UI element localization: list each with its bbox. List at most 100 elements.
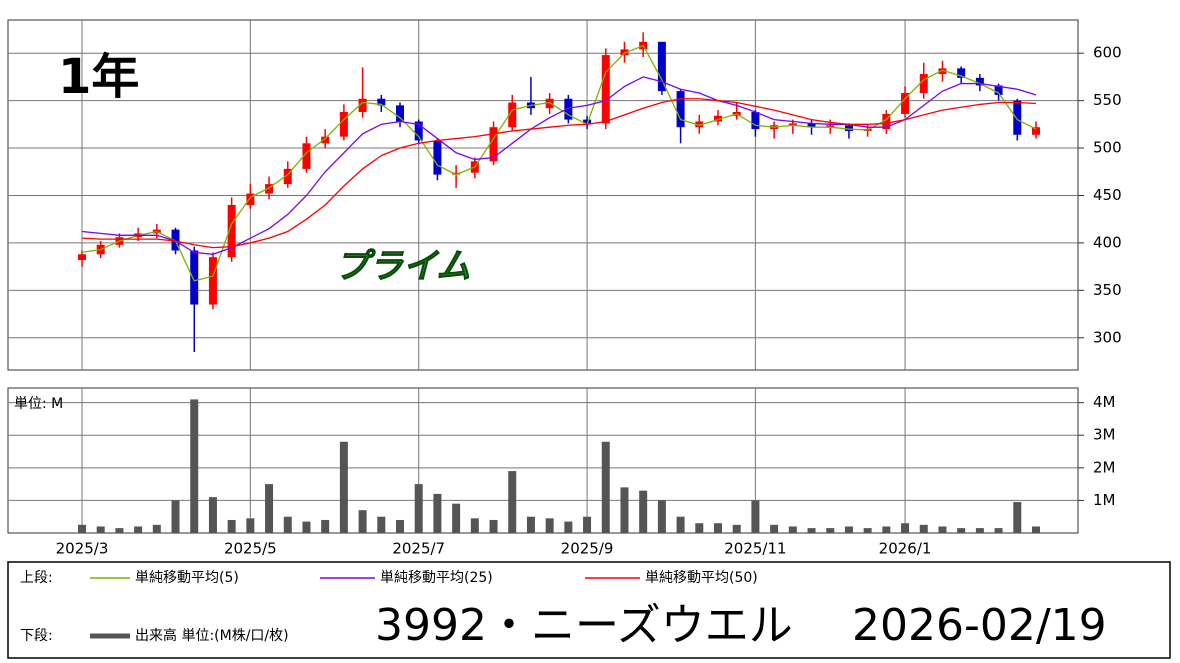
volume-bar [807,528,816,533]
y-tick-label: 500 [1093,139,1122,157]
volume-bar [676,516,685,533]
candle-body [78,254,86,260]
candle-body [508,102,517,128]
volume-bar [321,519,330,533]
candle-body [938,68,947,75]
candle-body [339,112,348,137]
legend-label: 単純移動平均(25) [380,570,493,586]
volume-bar [639,490,648,533]
moving-average-line [81,98,1037,249]
volume-bar [433,493,442,533]
volume-bar [96,526,105,533]
candle-body [545,98,554,109]
candle-body [695,121,704,128]
volume-bar [751,500,760,533]
candle-body [171,229,180,251]
y-tick-label: 1M [1093,491,1116,509]
volume-bar [208,497,217,533]
candle-body [601,55,610,124]
volume-bar [508,471,517,533]
volume-bar [901,523,910,533]
volume-panel [7,387,1079,534]
y-tick-label: 4M [1093,393,1116,411]
candle-body [190,250,199,305]
volume-bar [283,516,292,533]
volume-bar [1032,526,1040,533]
x-tick-label: 2025/9 [561,540,614,558]
candle-body [826,125,835,128]
volume-bar [770,524,779,533]
candle-body [620,49,629,56]
volume-bar [714,523,722,533]
period-label: 1年 [58,49,139,105]
y-tick-label: 600 [1093,44,1122,62]
moving-average-line [81,76,1037,255]
volume-bar [545,518,554,533]
volume-bar [489,519,498,533]
candle-body [377,98,386,106]
volume-bar [190,399,199,533]
volume-bar [302,521,311,533]
volume-bar [695,523,704,533]
volume-bar [414,484,423,533]
volume-bar [115,528,124,533]
candle-body [807,123,816,128]
candle-body [882,113,891,130]
x-tick-label: 2025/7 [392,540,445,558]
candle-body [208,257,217,305]
y-tick-label: 3M [1093,426,1116,444]
candle-body [657,41,666,92]
volume-bar [788,526,797,533]
legend-label: 単純移動平均(5) [135,570,239,586]
candle-body [246,193,255,205]
x-tick-label: 2025/3 [56,540,109,558]
candle-body [1013,100,1022,135]
y-tick-label: 2M [1093,458,1116,476]
volume-bar [564,521,573,533]
candle-body [919,74,928,94]
y-tick-label: 550 [1093,91,1122,109]
volume-bar [470,518,479,533]
volume-bar [957,528,966,533]
volume-bar [246,518,255,533]
candle-body [396,105,404,122]
candle-body [283,168,292,185]
candle-body [583,119,592,124]
legend-lower-label: 下段: [20,628,53,644]
candle-body [901,93,910,114]
volume-bar [882,526,891,533]
market-label: プライム [335,247,470,287]
volume-bar [377,516,386,533]
volume-bar [358,510,367,533]
candle-body [676,91,685,128]
volume-bar [601,441,610,533]
footer-date: 2026-02/19 [852,600,1107,651]
y-tick-label: 350 [1093,281,1122,299]
candle-body [751,112,760,130]
footer-title: 3992・ニーズウエル [375,600,793,651]
candle-body [414,121,423,141]
volume-bar [583,516,592,533]
x-tick-label: 2026/1 [879,540,932,558]
volume-bar [994,528,1003,533]
legend-label: 出来高 単位:(M株/口/枚) [135,627,289,644]
volume-bar [1013,502,1022,533]
volume-bar [657,500,666,533]
candle-body [227,204,236,258]
candle-body [489,127,498,162]
candle-body [1032,127,1040,135]
volume-bar [844,526,853,533]
candle-body [714,115,722,122]
volume-bar [919,524,928,533]
candle-body [975,77,984,86]
candle-body [358,98,367,113]
volume-bar [227,519,236,533]
unit-label: 単位: M [14,396,63,412]
x-tick-label: 2025/5 [224,540,277,558]
volume-bar [975,528,984,533]
volume-bar [152,524,161,533]
x-tick-label: 2025/11 [724,540,786,558]
y-tick-label: 450 [1093,186,1122,204]
volume-bar [78,524,86,533]
